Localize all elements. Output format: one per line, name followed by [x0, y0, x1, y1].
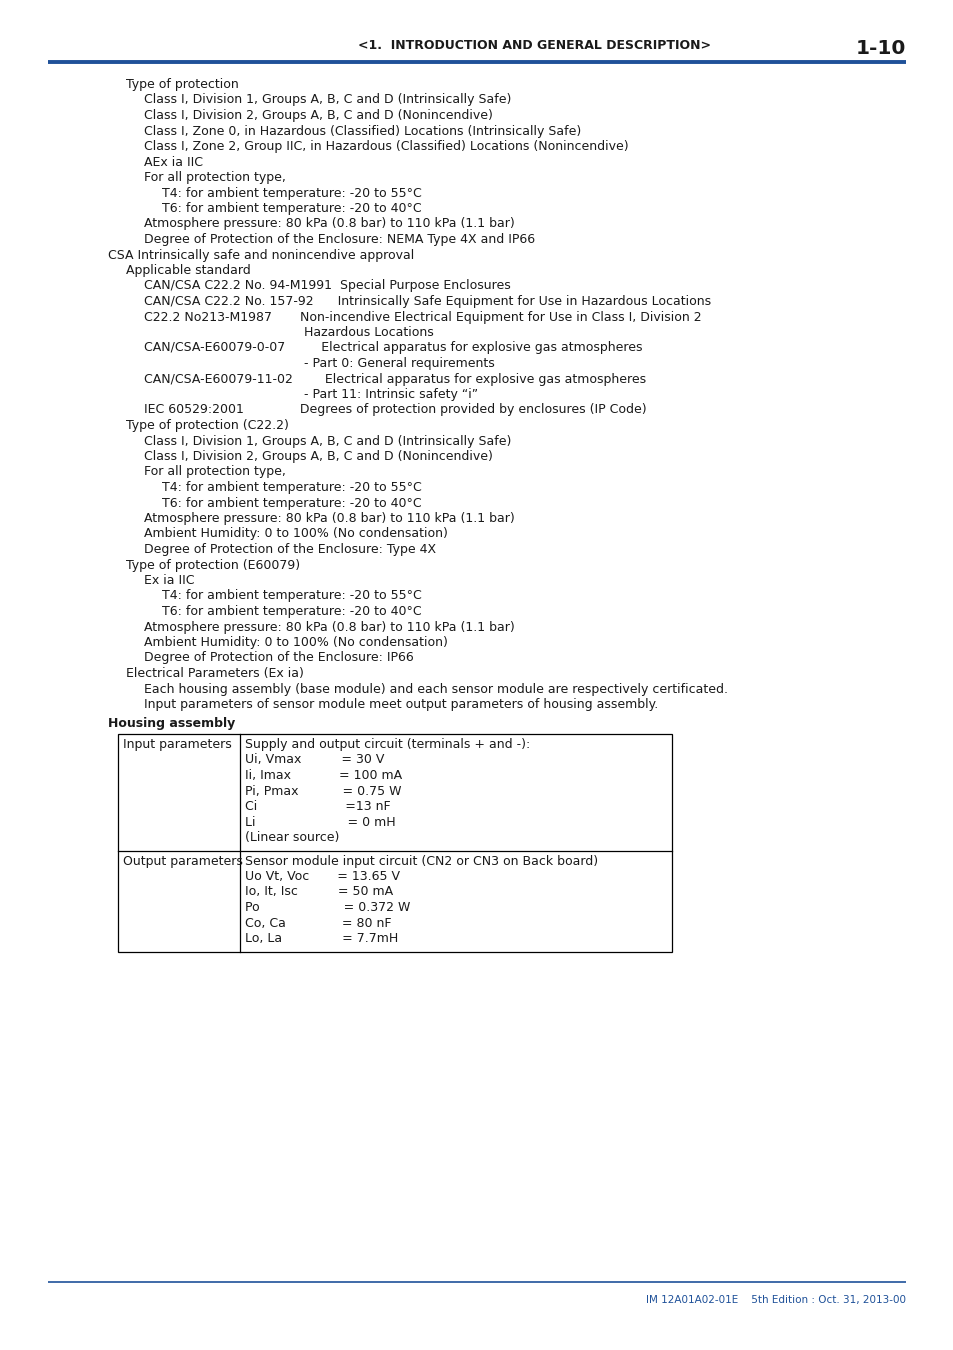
Text: 1-10: 1-10 — [855, 39, 905, 58]
Text: - Part 0: General requirements: - Part 0: General requirements — [144, 356, 495, 370]
Text: Atmosphere pressure: 80 kPa (0.8 bar) to 110 kPa (1.1 bar): Atmosphere pressure: 80 kPa (0.8 bar) to… — [144, 621, 515, 633]
Text: AEx ia IIC: AEx ia IIC — [144, 155, 203, 169]
Text: Class I, Zone 0, in Hazardous (Classified) Locations (Intrinsically Safe): Class I, Zone 0, in Hazardous (Classifie… — [144, 124, 580, 138]
Text: Ambient Humidity: 0 to 100% (No condensation): Ambient Humidity: 0 to 100% (No condensa… — [144, 528, 447, 540]
Text: Housing assembly: Housing assembly — [108, 717, 235, 729]
Text: Ii, Imax            = 100 mA: Ii, Imax = 100 mA — [245, 769, 402, 782]
Text: Ci                      =13 nF: Ci =13 nF — [245, 801, 390, 813]
Text: T4: for ambient temperature: -20 to 55°C: T4: for ambient temperature: -20 to 55°C — [162, 481, 421, 494]
Text: (Linear source): (Linear source) — [245, 832, 339, 844]
Text: CAN/CSA C22.2 No. 94-M1991  Special Purpose Enclosures: CAN/CSA C22.2 No. 94-M1991 Special Purpo… — [144, 279, 510, 293]
Text: Type of protection: Type of protection — [126, 78, 238, 90]
Text: IEC 60529:2001              Degrees of protection provided by enclosures (IP Cod: IEC 60529:2001 Degrees of protection pro… — [144, 404, 646, 417]
Text: C22.2 No213-M1987       Non-incendive Electrical Equipment for Use in Class I, D: C22.2 No213-M1987 Non-incendive Electric… — [144, 310, 700, 324]
Text: Input parameters: Input parameters — [123, 738, 232, 751]
Text: Sensor module input circuit (CN2 or CN3 on Back board): Sensor module input circuit (CN2 or CN3 … — [245, 855, 598, 868]
Text: - Part 11: Intrinsic safety “i”: - Part 11: Intrinsic safety “i” — [144, 387, 477, 401]
Text: Pi, Pmax           = 0.75 W: Pi, Pmax = 0.75 W — [245, 784, 401, 798]
Text: For all protection type,: For all protection type, — [144, 171, 286, 184]
Text: CAN/CSA C22.2 No. 157-92      Intrinsically Safe Equipment for Use in Hazardous : CAN/CSA C22.2 No. 157-92 Intrinsically S… — [144, 296, 710, 308]
Text: CAN/CSA-E60079-11-02        Electrical apparatus for explosive gas atmospheres: CAN/CSA-E60079-11-02 Electrical apparatu… — [144, 373, 645, 386]
Text: T6: for ambient temperature: -20 to 40°C: T6: for ambient temperature: -20 to 40°C — [162, 605, 421, 618]
Text: Type of protection (E60079): Type of protection (E60079) — [126, 559, 300, 571]
Text: Supply and output circuit (terminals + and -):: Supply and output circuit (terminals + a… — [245, 738, 530, 751]
Text: IM 12A01A02-01E    5th Edition : Oct. 31, 2013-00: IM 12A01A02-01E 5th Edition : Oct. 31, 2… — [645, 1295, 905, 1305]
Text: Co, Ca              = 80 nF: Co, Ca = 80 nF — [245, 917, 391, 930]
Text: Ex ia IIC: Ex ia IIC — [144, 574, 194, 587]
Text: Io, It, Isc          = 50 mA: Io, It, Isc = 50 mA — [245, 886, 393, 899]
Text: Atmosphere pressure: 80 kPa (0.8 bar) to 110 kPa (1.1 bar): Atmosphere pressure: 80 kPa (0.8 bar) to… — [144, 512, 515, 525]
Text: CSA Intrinsically safe and nonincendive approval: CSA Intrinsically safe and nonincendive … — [108, 248, 414, 262]
Text: Degree of Protection of the Enclosure: Type 4X: Degree of Protection of the Enclosure: T… — [144, 543, 436, 556]
Text: Applicable standard: Applicable standard — [126, 265, 251, 277]
Text: For all protection type,: For all protection type, — [144, 466, 286, 478]
Text: Class I, Division 2, Groups A, B, C and D (Nonincendive): Class I, Division 2, Groups A, B, C and … — [144, 109, 493, 122]
Text: Each housing assembly (base module) and each sensor module are respectively cert: Each housing assembly (base module) and … — [144, 683, 727, 695]
Text: T6: for ambient temperature: -20 to 40°C: T6: for ambient temperature: -20 to 40°C — [162, 497, 421, 509]
Text: Ui, Vmax          = 30 V: Ui, Vmax = 30 V — [245, 753, 384, 767]
Text: Electrical Parameters (Ex ia): Electrical Parameters (Ex ia) — [126, 667, 304, 680]
Text: Input parameters of sensor module meet output parameters of housing assembly.: Input parameters of sensor module meet o… — [144, 698, 658, 711]
Text: T6: for ambient temperature: -20 to 40°C: T6: for ambient temperature: -20 to 40°C — [162, 202, 421, 215]
Text: Degree of Protection of the Enclosure: NEMA Type 4X and IP66: Degree of Protection of the Enclosure: N… — [144, 234, 535, 246]
Text: Hazardous Locations: Hazardous Locations — [144, 325, 434, 339]
Text: Class I, Division 1, Groups A, B, C and D (Intrinsically Safe): Class I, Division 1, Groups A, B, C and … — [144, 93, 511, 107]
Text: Output parameters: Output parameters — [123, 855, 243, 868]
Text: Li                       = 0 mH: Li = 0 mH — [245, 815, 395, 829]
Text: Atmosphere pressure: 80 kPa (0.8 bar) to 110 kPa (1.1 bar): Atmosphere pressure: 80 kPa (0.8 bar) to… — [144, 217, 515, 231]
Text: Class I, Division 2, Groups A, B, C and D (Nonincendive): Class I, Division 2, Groups A, B, C and … — [144, 450, 493, 463]
Text: <1.  INTRODUCTION AND GENERAL DESCRIPTION>: <1. INTRODUCTION AND GENERAL DESCRIPTION… — [357, 39, 710, 53]
Text: Degree of Protection of the Enclosure: IP66: Degree of Protection of the Enclosure: I… — [144, 652, 414, 664]
Text: Ambient Humidity: 0 to 100% (No condensation): Ambient Humidity: 0 to 100% (No condensa… — [144, 636, 447, 649]
Bar — [118, 734, 671, 952]
Text: T4: for ambient temperature: -20 to 55°C: T4: for ambient temperature: -20 to 55°C — [162, 590, 421, 602]
Text: T4: for ambient temperature: -20 to 55°C: T4: for ambient temperature: -20 to 55°C — [162, 186, 421, 200]
Text: CAN/CSA-E60079-0-07         Electrical apparatus for explosive gas atmospheres: CAN/CSA-E60079-0-07 Electrical apparatus… — [144, 342, 641, 355]
Text: Type of protection (C22.2): Type of protection (C22.2) — [126, 418, 289, 432]
Text: Lo, La               = 7.7mH: Lo, La = 7.7mH — [245, 931, 397, 945]
Text: Po                     = 0.372 W: Po = 0.372 W — [245, 900, 410, 914]
Text: Class I, Zone 2, Group IIC, in Hazardous (Classified) Locations (Nonincendive): Class I, Zone 2, Group IIC, in Hazardous… — [144, 140, 628, 153]
Text: Uo Vt, Voc       = 13.65 V: Uo Vt, Voc = 13.65 V — [245, 869, 399, 883]
Text: Class I, Division 1, Groups A, B, C and D (Intrinsically Safe): Class I, Division 1, Groups A, B, C and … — [144, 435, 511, 447]
